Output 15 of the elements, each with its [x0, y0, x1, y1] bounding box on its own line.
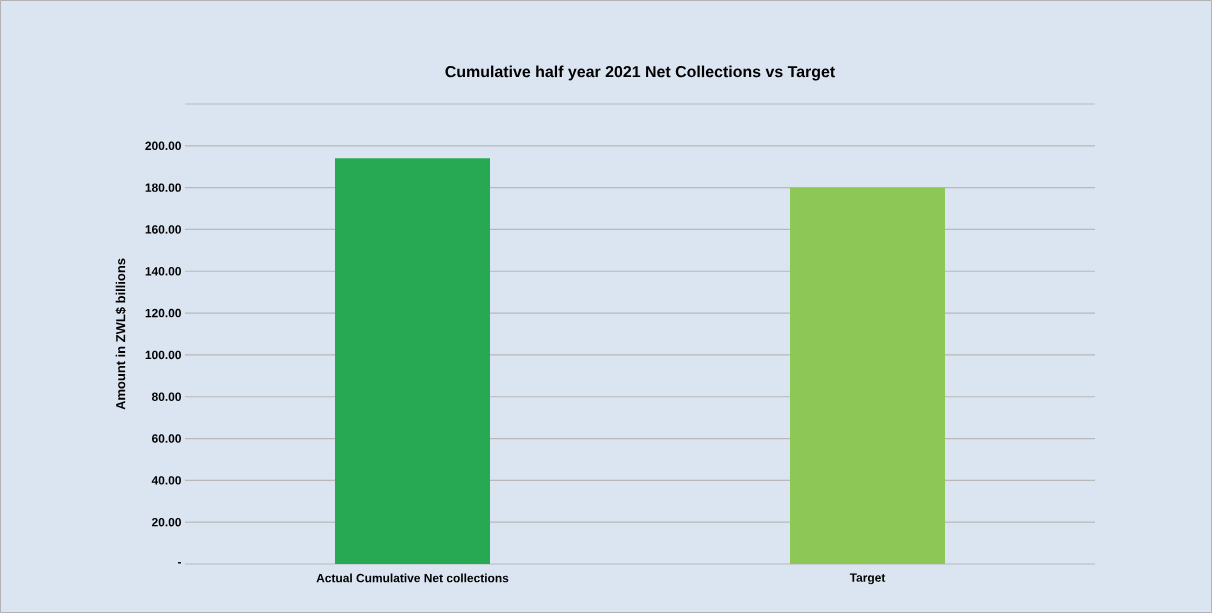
y-tick-label: 180.00	[145, 183, 181, 192]
y-axis-title: Amount in ZWL$ billions	[115, 258, 127, 410]
y-tick-label: 20.00	[151, 517, 181, 527]
y-tick-label: -	[177, 562, 181, 564]
y-tick-label: 40.00	[151, 476, 181, 485]
y-tick-label: 200.00	[145, 141, 181, 151]
y-tick-label: 140.00	[145, 267, 181, 276]
y-tick-label: 80.00	[151, 392, 181, 401]
x-tick-label: Actual Cumulative Net collections	[316, 573, 509, 583]
y-tick-label: 120.00	[145, 308, 181, 318]
x-tick-label: Target	[849, 573, 886, 585]
y-tick-label: 60.00	[152, 434, 181, 443]
y-tick-label: 100.00	[145, 350, 181, 360]
chart-title: Cumulative half year 2021 Net Collections vs Target	[445, 65, 835, 81]
y-tick-label: 160.00	[145, 225, 181, 234]
